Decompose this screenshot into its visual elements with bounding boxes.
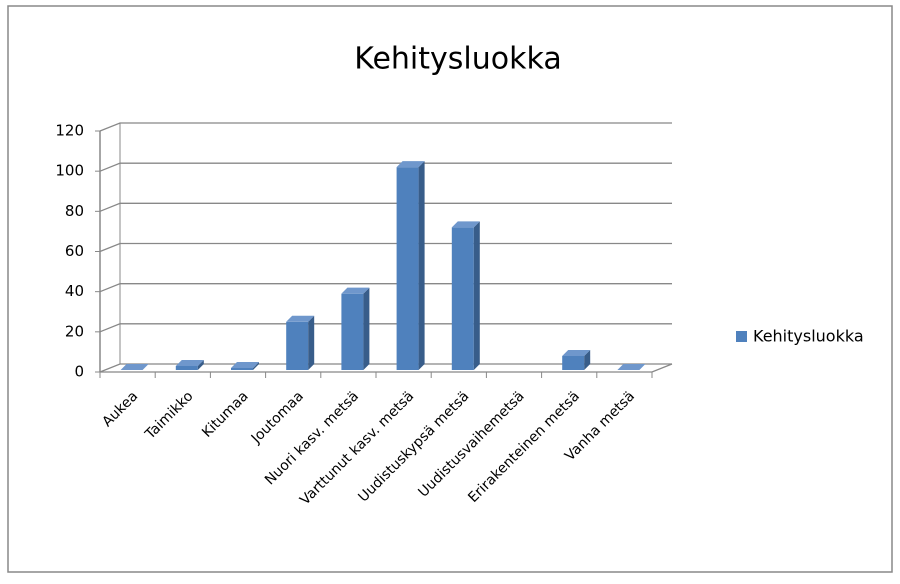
y-tick-label: 20 bbox=[65, 322, 84, 340]
grid-line bbox=[99, 363, 672, 373]
bar-top bbox=[396, 161, 425, 168]
bar-top bbox=[175, 359, 204, 366]
bar-front bbox=[341, 293, 364, 370]
grid-line bbox=[99, 122, 672, 132]
grid-line bbox=[99, 162, 672, 172]
bar-side bbox=[584, 349, 591, 370]
y-tick-label: 120 bbox=[55, 122, 84, 140]
bar-top bbox=[562, 349, 591, 356]
bar-top bbox=[120, 364, 149, 370]
y-tick-label: 40 bbox=[65, 282, 84, 300]
bar-front bbox=[451, 227, 474, 370]
grid-line bbox=[99, 242, 672, 253]
bar-top bbox=[617, 364, 646, 370]
bar-top bbox=[286, 315, 315, 322]
chart-frame bbox=[7, 5, 893, 573]
chart-title: Kehitysluokka bbox=[354, 42, 561, 77]
bar-front bbox=[231, 367, 253, 370]
bar-front bbox=[396, 167, 419, 370]
bar-front bbox=[175, 365, 198, 370]
bar-top bbox=[341, 287, 370, 294]
bar-front bbox=[286, 321, 309, 370]
y-tick-label: 80 bbox=[65, 202, 84, 220]
legend-swatch bbox=[736, 331, 747, 342]
bar-side bbox=[418, 161, 425, 370]
bar-top bbox=[451, 221, 480, 228]
legend-label: Kehitysluokka bbox=[753, 327, 864, 346]
bar-side bbox=[363, 287, 370, 370]
grid-line bbox=[99, 283, 672, 293]
bar-front bbox=[562, 355, 585, 370]
bar-side bbox=[473, 221, 480, 370]
bar-top bbox=[231, 361, 259, 368]
bar-side bbox=[308, 315, 315, 370]
grid-line bbox=[99, 323, 672, 333]
bar-side bbox=[197, 359, 204, 370]
y-tick-label: 60 bbox=[65, 242, 84, 260]
bar-side bbox=[253, 361, 259, 370]
y-tick-label: 0 bbox=[74, 363, 84, 381]
y-tick-label: 100 bbox=[55, 162, 84, 180]
grid-line bbox=[99, 202, 672, 212]
